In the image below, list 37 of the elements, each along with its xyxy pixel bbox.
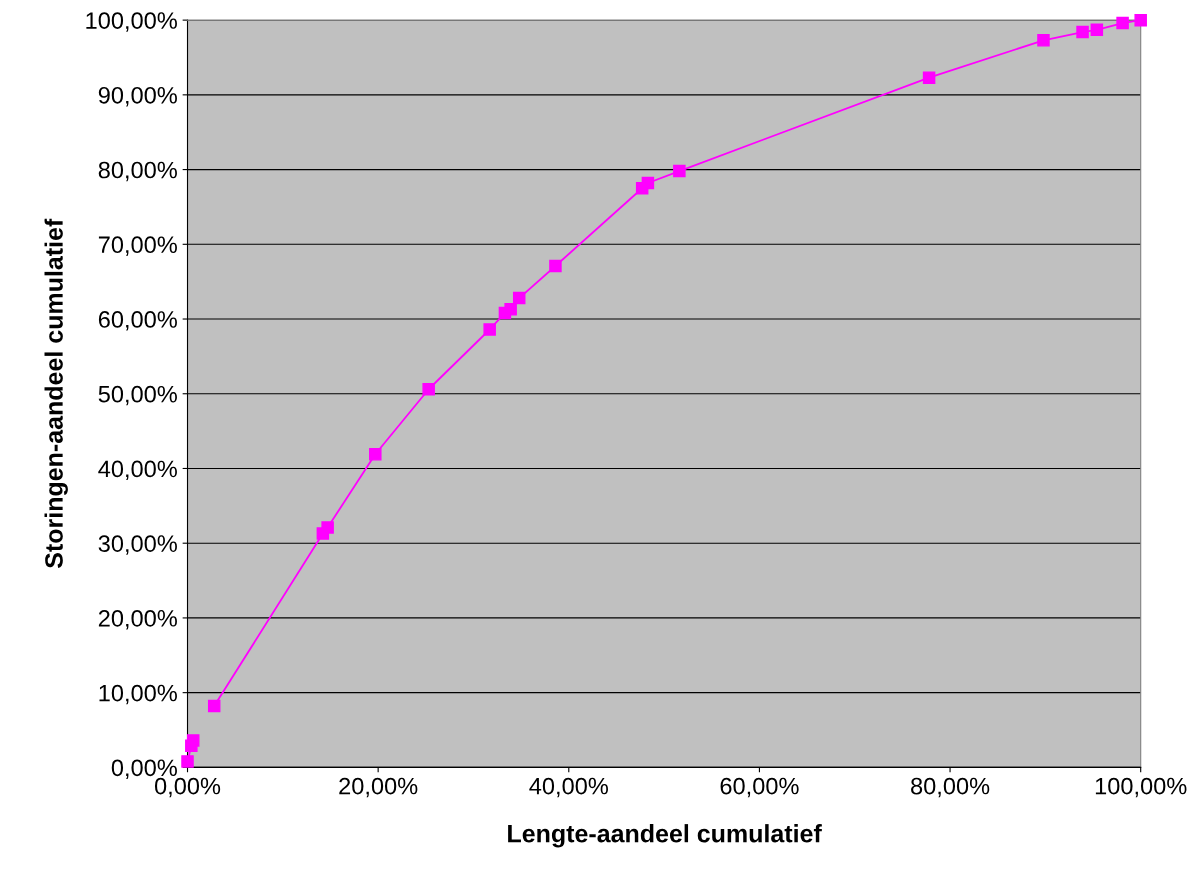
point xyxy=(369,448,382,461)
point xyxy=(504,303,517,316)
x-tick-label: 0,00% xyxy=(154,777,221,798)
point xyxy=(422,383,435,396)
y-tick-label: 40,00% xyxy=(98,460,177,481)
x-tick-label: 80,00% xyxy=(911,777,990,798)
y-tick-label: 70,00% xyxy=(98,236,177,256)
y-tick-label: 0,00% xyxy=(111,759,177,779)
y-tick-label: 60,00% xyxy=(98,311,177,331)
point xyxy=(512,291,526,305)
point xyxy=(641,176,655,190)
point xyxy=(186,734,200,747)
y-tick-label: 30,00% xyxy=(98,535,177,555)
point xyxy=(922,71,936,84)
x-tick-label: 100,00% xyxy=(1095,777,1187,798)
point xyxy=(1037,34,1050,47)
x-tick-label: 20,00% xyxy=(339,777,418,798)
x-tick-label: 40,00% xyxy=(529,777,608,798)
point xyxy=(1116,16,1129,30)
y-tick-label: 100,00% xyxy=(86,12,177,32)
point xyxy=(207,699,221,713)
point xyxy=(321,521,334,534)
point xyxy=(673,164,686,178)
x-tick-label: 60,00% xyxy=(720,777,799,798)
point xyxy=(549,259,562,273)
y-tick-label: 80,00% xyxy=(98,161,177,182)
point xyxy=(181,755,194,768)
point xyxy=(1076,25,1089,39)
point xyxy=(483,323,496,336)
point xyxy=(1134,13,1147,27)
x-axis-title: Lengte-aandeel cumulatief xyxy=(508,824,822,848)
point xyxy=(1090,23,1104,37)
y-tick-label: 50,00% xyxy=(98,385,177,406)
y-tick-label: 20,00% xyxy=(98,609,177,630)
y-tick-label: 90,00% xyxy=(98,86,177,107)
y-tick-label: 10,00% xyxy=(99,684,177,705)
y-axis-title: Storingen-aandeel cumulatief xyxy=(44,218,68,569)
